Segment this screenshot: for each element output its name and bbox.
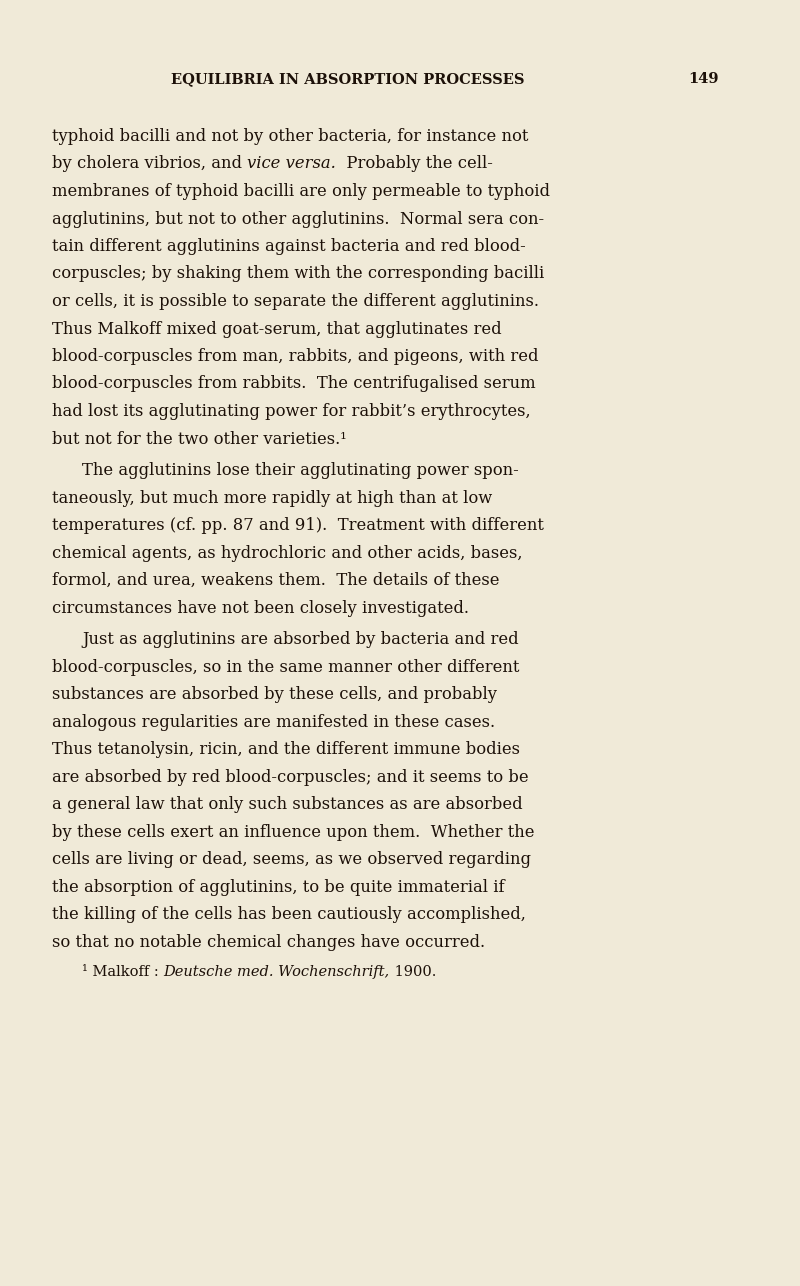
Text: analogous regularities are manifested in these cases.: analogous regularities are manifested in… bbox=[52, 714, 495, 730]
Text: ¹ Malkoff :: ¹ Malkoff : bbox=[82, 966, 163, 980]
Text: cells are living or dead, seems, as we observed regarding: cells are living or dead, seems, as we o… bbox=[52, 851, 531, 868]
Text: are absorbed by red blood-corpuscles; and it seems to be: are absorbed by red blood-corpuscles; an… bbox=[52, 769, 529, 786]
Text: chemical agents, as hydrochloric and other acids, bases,: chemical agents, as hydrochloric and oth… bbox=[52, 545, 522, 562]
Text: vice versa.: vice versa. bbox=[247, 156, 336, 172]
Text: blood-corpuscles from rabbits.  The centrifugalised serum: blood-corpuscles from rabbits. The centr… bbox=[52, 376, 536, 392]
Text: Deutsche med. Wochenschrift,: Deutsche med. Wochenschrift, bbox=[163, 966, 390, 980]
Text: the killing of the cells has been cautiously accomplished,: the killing of the cells has been cautio… bbox=[52, 907, 526, 923]
Text: the absorption of agglutinins, to be quite immaterial if: the absorption of agglutinins, to be qui… bbox=[52, 878, 505, 896]
Text: formol, and urea, weakens them.  The details of these: formol, and urea, weakens them. The deta… bbox=[52, 572, 499, 589]
Text: Thus tetanolysin, ricin, and the different immune bodies: Thus tetanolysin, ricin, and the differe… bbox=[52, 741, 520, 759]
Text: 149: 149 bbox=[689, 72, 719, 86]
Text: substances are absorbed by these cells, and probably: substances are absorbed by these cells, … bbox=[52, 687, 497, 703]
Text: The agglutinins lose their agglutinating power spon-: The agglutinins lose their agglutinating… bbox=[82, 462, 518, 480]
Text: temperatures (cf. pp. 87 and 91).  Treatment with different: temperatures (cf. pp. 87 and 91). Treatm… bbox=[52, 517, 544, 534]
Text: typhoid bacilli and not by other bacteria, for instance not: typhoid bacilli and not by other bacteri… bbox=[52, 129, 528, 145]
Text: Probably the cell-: Probably the cell- bbox=[336, 156, 493, 172]
Text: blood-corpuscles, so in the same manner other different: blood-corpuscles, so in the same manner … bbox=[52, 658, 519, 675]
Text: by cholera vibrios, and: by cholera vibrios, and bbox=[52, 156, 247, 172]
Text: corpuscles; by shaking them with the corresponding bacilli: corpuscles; by shaking them with the cor… bbox=[52, 265, 544, 283]
Text: agglutinins, but not to other agglutinins.  Normal sera con-: agglutinins, but not to other agglutinin… bbox=[52, 211, 544, 228]
Text: Just as agglutinins are absorbed by bacteria and red: Just as agglutinins are absorbed by bact… bbox=[82, 631, 518, 648]
Text: EQUILIBRIA IN ABSORPTION PROCESSES: EQUILIBRIA IN ABSORPTION PROCESSES bbox=[171, 72, 525, 86]
Text: 1900.: 1900. bbox=[390, 966, 436, 980]
Text: but not for the two other varieties.¹: but not for the two other varieties.¹ bbox=[52, 431, 346, 448]
Text: tain different agglutinins against bacteria and red blood-: tain different agglutinins against bacte… bbox=[52, 238, 526, 255]
Text: blood-corpuscles from man, rabbits, and pigeons, with red: blood-corpuscles from man, rabbits, and … bbox=[52, 349, 538, 365]
Text: Thus Malkoff mixed goat-serum, that agglutinates red: Thus Malkoff mixed goat-serum, that aggl… bbox=[52, 320, 502, 337]
Text: or cells, it is possible to separate the different agglutinins.: or cells, it is possible to separate the… bbox=[52, 293, 539, 310]
Text: taneously, but much more rapidly at high than at low: taneously, but much more rapidly at high… bbox=[52, 490, 492, 507]
Text: membranes of typhoid bacilli are only permeable to typhoid: membranes of typhoid bacilli are only pe… bbox=[52, 183, 550, 201]
Text: so that no notable chemical changes have occurred.: so that no notable chemical changes have… bbox=[52, 934, 485, 950]
Text: a general law that only such substances as are absorbed: a general law that only such substances … bbox=[52, 796, 522, 813]
Text: by these cells exert an influence upon them.  Whether the: by these cells exert an influence upon t… bbox=[52, 824, 534, 841]
Text: had lost its agglutinating power for rabbit’s erythrocytes,: had lost its agglutinating power for rab… bbox=[52, 403, 530, 421]
Text: circumstances have not been closely investigated.: circumstances have not been closely inve… bbox=[52, 599, 469, 616]
